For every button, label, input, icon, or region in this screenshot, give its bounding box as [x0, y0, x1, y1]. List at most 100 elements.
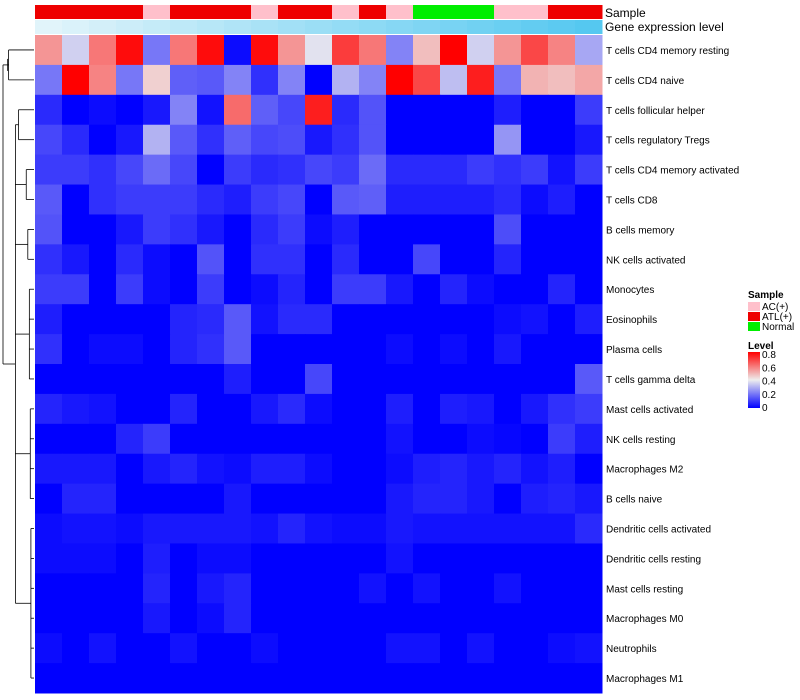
heatmap-cell — [440, 124, 468, 156]
heatmap-cell — [548, 124, 576, 156]
sample-annotation-cell — [359, 5, 387, 19]
heatmap-cell — [197, 423, 225, 455]
heatmap-cell — [251, 334, 279, 365]
heatmap-cell — [359, 513, 387, 544]
row-label: T cells CD8 — [606, 196, 658, 207]
heatmap-cell — [305, 334, 333, 365]
heatmap-cell — [89, 423, 117, 455]
gene-expression-annotation-cell — [494, 20, 522, 34]
heatmap-cell — [197, 214, 225, 245]
heatmap-cell — [467, 35, 495, 66]
heatmap-cell — [224, 334, 252, 365]
heatmap-cell — [35, 423, 63, 455]
heatmap-cell — [278, 64, 306, 96]
heatmap-cell — [143, 35, 171, 66]
heatmap-cell — [386, 304, 414, 335]
heatmap-cell — [467, 364, 495, 395]
heatmap-cell — [197, 513, 225, 544]
gene-expression-annotation-cell — [35, 20, 63, 34]
heatmap-cell — [278, 274, 306, 305]
heatmap-cell — [386, 244, 414, 275]
heatmap-cell — [143, 94, 171, 126]
heatmap-cell — [521, 633, 549, 664]
heatmap-cell — [467, 274, 495, 305]
heatmap-cell — [467, 513, 495, 544]
heatmap-cell — [278, 184, 306, 215]
heatmap-cell — [197, 543, 225, 574]
heatmap-cell — [440, 423, 468, 455]
legend-level-tick: 0.8 — [762, 350, 776, 361]
heatmap-cell — [386, 393, 414, 425]
heatmap-cell — [521, 364, 549, 395]
heatmap-cell — [89, 274, 117, 305]
heatmap-cell — [251, 513, 279, 544]
heatmap-cell — [35, 274, 63, 305]
heatmap-cell — [116, 453, 144, 485]
heatmap-cell — [332, 214, 360, 245]
heatmap-cell — [494, 304, 522, 335]
heatmap-cell — [116, 184, 144, 215]
heatmap-cell — [359, 64, 387, 96]
heatmap-cell — [278, 603, 306, 634]
heatmap-cell — [305, 244, 333, 275]
heatmap-cell — [440, 513, 468, 544]
heatmap-cell — [305, 184, 333, 215]
sample-annotation-cell — [305, 5, 333, 19]
heatmap-cell — [305, 483, 333, 515]
heatmap-cell — [521, 64, 549, 96]
row-label: T cells gamma delta — [606, 375, 696, 386]
heatmap-cell — [143, 483, 171, 515]
heatmap-cell — [413, 393, 441, 425]
heatmap-cell — [332, 543, 360, 574]
row-label: T cells CD4 memory activated — [606, 166, 739, 177]
heatmap-cell — [35, 214, 63, 245]
heatmap-cell — [494, 663, 522, 694]
heatmap-cell — [305, 94, 333, 126]
heatmap-cell — [494, 214, 522, 245]
heatmap-cell — [251, 94, 279, 126]
heatmap-cell — [521, 94, 549, 126]
heatmap-cell — [251, 573, 279, 604]
heatmap-cell — [548, 633, 576, 664]
heatmap-cell — [197, 304, 225, 335]
heatmap-cell — [359, 603, 387, 634]
row-label: Monocytes — [606, 285, 654, 296]
sample-annotation-cell — [521, 5, 549, 19]
heatmap-cell — [332, 393, 360, 425]
heatmap-cell — [116, 573, 144, 604]
heatmap-cell — [548, 543, 576, 574]
heatmap-cell — [494, 124, 522, 156]
heatmap-cell — [467, 214, 495, 245]
heatmap-cell — [413, 573, 441, 604]
heatmap-cell — [116, 423, 144, 455]
heatmap-cell — [116, 124, 144, 156]
heatmap-cell — [62, 334, 90, 365]
heatmap-cell — [278, 244, 306, 275]
heatmap-cell — [62, 423, 90, 455]
heatmap-cell — [575, 304, 603, 335]
legend-label: ATL(+) — [762, 312, 792, 323]
heatmap-cell — [62, 124, 90, 156]
heatmap-cell — [413, 184, 441, 215]
gene-expression-annotation-cell — [278, 20, 306, 34]
heatmap-cell — [521, 334, 549, 365]
heatmap-cell — [440, 663, 468, 694]
heatmap-cell — [440, 334, 468, 365]
heatmap-cell — [197, 244, 225, 275]
heatmap-cell — [467, 304, 495, 335]
heatmap-cell — [116, 513, 144, 544]
heatmap-cell — [548, 244, 576, 275]
gene-expression-annotation-cell — [548, 20, 576, 34]
heatmap-cell — [143, 423, 171, 455]
heatmap-cell — [413, 483, 441, 515]
row-label: Mast cells activated — [606, 405, 693, 416]
heatmap-cell — [116, 274, 144, 305]
heatmap-cell — [35, 573, 63, 604]
heatmap-cell — [35, 483, 63, 515]
heatmap-cell — [116, 154, 144, 186]
row-label: B cells naive — [606, 495, 663, 506]
heatmap-cell — [89, 94, 117, 126]
heatmap-cell — [521, 663, 549, 694]
legend-label: Normal — [762, 322, 794, 333]
heatmap-cell — [224, 393, 252, 425]
